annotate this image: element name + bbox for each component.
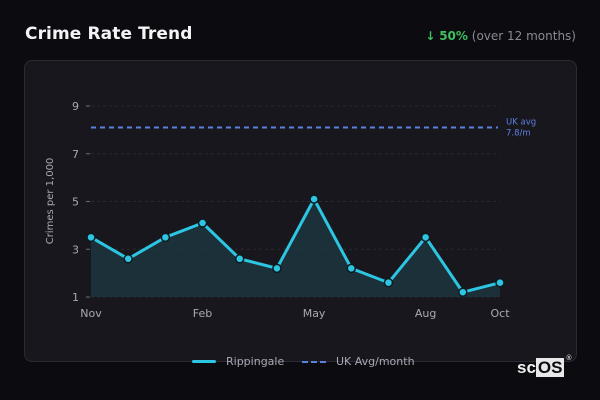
series-line: [90, 197, 501, 294]
data-point: [420, 232, 431, 243]
y-tick-label: 5: [72, 196, 79, 209]
chart-legend: Rippingale UK Avg/month: [0, 355, 600, 371]
x-tick-label: Nov: [80, 307, 102, 320]
dashed-line-swatch-icon: [302, 360, 326, 363]
data-point: [160, 232, 171, 243]
chart-card: [24, 60, 577, 362]
change-percent: 50%: [439, 29, 468, 43]
scos-logo: sc OS ®: [517, 355, 571, 378]
change-period: (over 12 months): [471, 29, 576, 43]
y-tick-label: 1: [72, 291, 79, 304]
series-area: [91, 199, 500, 297]
registered-mark: ®: [566, 355, 572, 362]
y-tick-label: 3: [72, 243, 79, 256]
data-point: [309, 194, 319, 204]
data-point: [458, 287, 468, 297]
legend-item-uk-avg[interactable]: UK Avg/month: [302, 355, 415, 368]
data-point: [272, 263, 282, 274]
solid-line-swatch-icon: [192, 360, 216, 363]
logo-text-os: OS: [535, 358, 565, 377]
y-tick-label: 9: [72, 100, 79, 113]
data-point: [346, 263, 357, 274]
x-tick-label: May: [303, 307, 326, 320]
data-point: [234, 254, 245, 264]
x-tick-label: Aug: [415, 307, 436, 320]
uk-avg-annotation-value: 7.8/m: [506, 128, 531, 138]
legend-label: UK Avg/month: [336, 355, 415, 368]
logo-text-sc: sc: [517, 358, 536, 377]
y-tick-label: 7: [72, 148, 79, 161]
data-point: [123, 254, 133, 264]
uk-avg-annotation: UK avg: [506, 117, 536, 127]
data-point: [495, 277, 505, 288]
x-tick-label: Oct: [490, 307, 510, 320]
legend-label: Rippingale: [226, 355, 285, 368]
legend-item-rippingale[interactable]: Rippingale: [192, 355, 284, 368]
x-tick-label: Feb: [193, 307, 212, 320]
chart-title: Crime Rate Trend: [25, 24, 193, 44]
data-point: [86, 232, 96, 243]
down-arrow-icon: ↓: [425, 29, 436, 43]
data-point: [197, 218, 208, 228]
data-point: [383, 277, 394, 288]
change-indicator: ↓ 50% (over 12 months): [425, 29, 576, 43]
y-axis-label: Crimes per 1,000: [45, 158, 56, 245]
